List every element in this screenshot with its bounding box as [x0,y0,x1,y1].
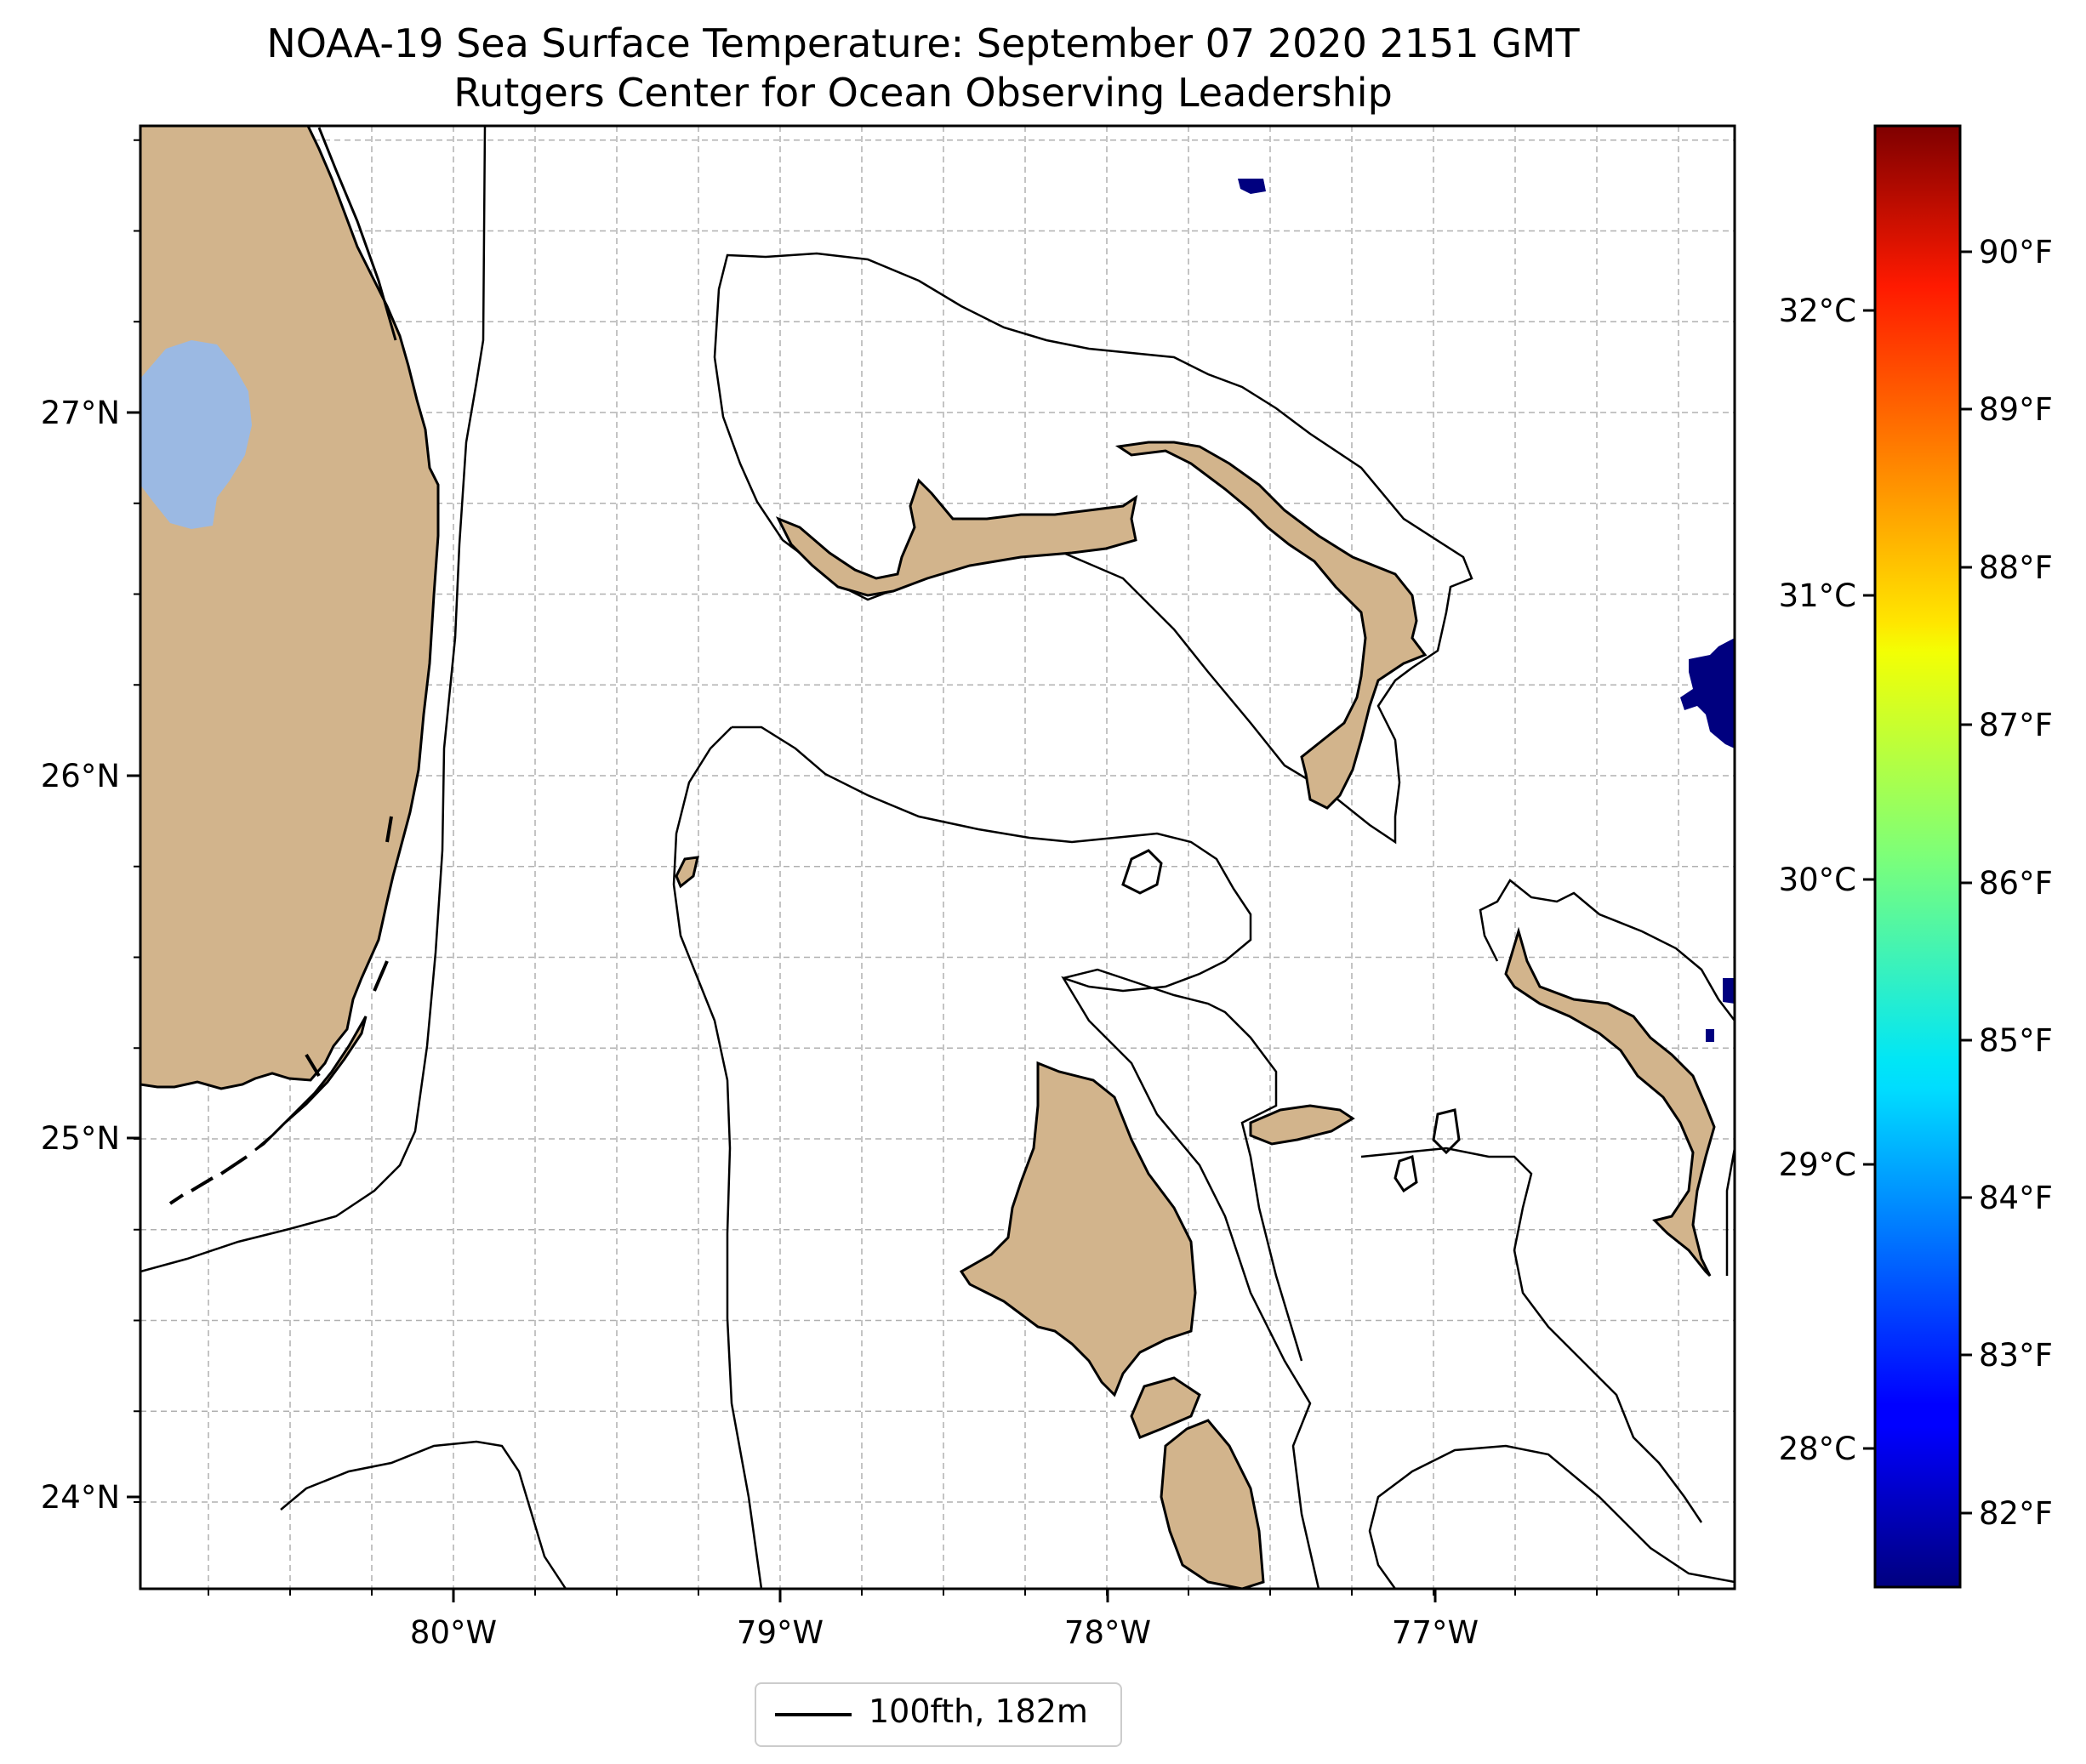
florida-keys [254,1016,368,1152]
eleuthera-island [1504,926,1716,1277]
sst-cold-patch-east [1680,638,1735,748]
berry-islands [1121,849,1163,895]
keys-segments [168,816,393,1205]
colorbar-fahrenheit-label: 85°F [1979,1022,2053,1059]
longitude-label: 77°W [1392,1614,1479,1651]
bahama-bank-north-contour [732,726,1320,1589]
colorbar-celsius-label: 32°C [1779,293,1856,329]
latitude-label: 26°N [41,758,120,794]
colorbar-fahrenheit-labels: 90°F 89°F 88°F 87°F 86°F 85°F 84°F 83°F 82°F [1979,234,2053,1532]
exuma-sound-contour [1360,879,1735,1589]
sst-cold-patch-north [1238,179,1266,194]
latitude-label: 24°N [41,1479,120,1516]
new-providence-island [1249,1104,1355,1146]
colorbar-fahrenheit-label: 84°F [1979,1180,2053,1216]
figure-title: NOAA-19 Sea Surface Temperature: Septemb… [266,20,1580,66]
colorbar-fahrenheit-label: 88°F [1979,549,2053,586]
legend-line-swatch [775,1713,852,1716]
colorbar-ticks [1863,250,1972,1515]
small-cay-1 [1394,1108,1461,1193]
colorbar-fahrenheit-label: 82°F [1979,1495,2053,1532]
bimini-islands [675,856,699,889]
longitude-labels: 80°W 79°W 78°W 77°W [410,1614,1479,1651]
colorbar-celsius-labels: 32°C 31°C 30°C 29°C 28°C [1779,293,1856,1467]
florida-shelf-contour [140,126,487,1273]
colorbar-celsius-label: 29°C [1779,1147,1856,1183]
longitude-label: 80°W [410,1614,497,1651]
bahama-bank-west-contour [672,726,763,1589]
cay-sal-contour [280,1440,567,1589]
latitude-label: 25°N [41,1120,120,1157]
andros-island [959,1061,1197,1397]
sst-cold-patch-east-small [1706,978,1735,1042]
andros-south-cays [1160,1419,1265,1589]
legend-label: 100fth, 182m [869,1693,1088,1730]
colorbar-fahrenheit-label: 90°F [1979,234,2053,270]
colorbar-fahrenheit-label: 86°F [1979,865,2053,902]
colorbar-celsius-label: 30°C [1779,862,1856,898]
colorbar-fahrenheit-label: 87°F [1979,707,2053,743]
lake-okeechobee [140,340,252,529]
colorbar-celsius-label: 31°C [1779,578,1856,614]
longitude-label: 79°W [737,1614,824,1651]
tongue-of-ocean-contour [1063,968,1303,1362]
latitude-label: 27°N [41,395,120,431]
grand-bahama-island [775,478,1138,597]
colorbar-fahrenheit-label: 83°F [1979,1337,2053,1374]
figure-subtitle: Rutgers Center for Ocean Observing Leade… [453,70,1393,116]
map-frame [139,124,1736,1590]
latitude-labels: 27°N 26°N 25°N 24°N [41,395,120,1516]
andros-middle-cays [1130,1376,1201,1439]
axis-ticks [127,139,1679,1602]
colorbar [1873,124,1962,1589]
legend: 100fth, 182m [755,1682,1122,1747]
abaco-island [1114,441,1428,810]
colorbar-fahrenheit-label: 89°F [1979,391,2053,428]
florida-barrier-island [317,127,397,341]
longitude-label: 78°W [1064,1614,1151,1651]
colorbar-celsius-label: 28°C [1779,1431,1856,1467]
